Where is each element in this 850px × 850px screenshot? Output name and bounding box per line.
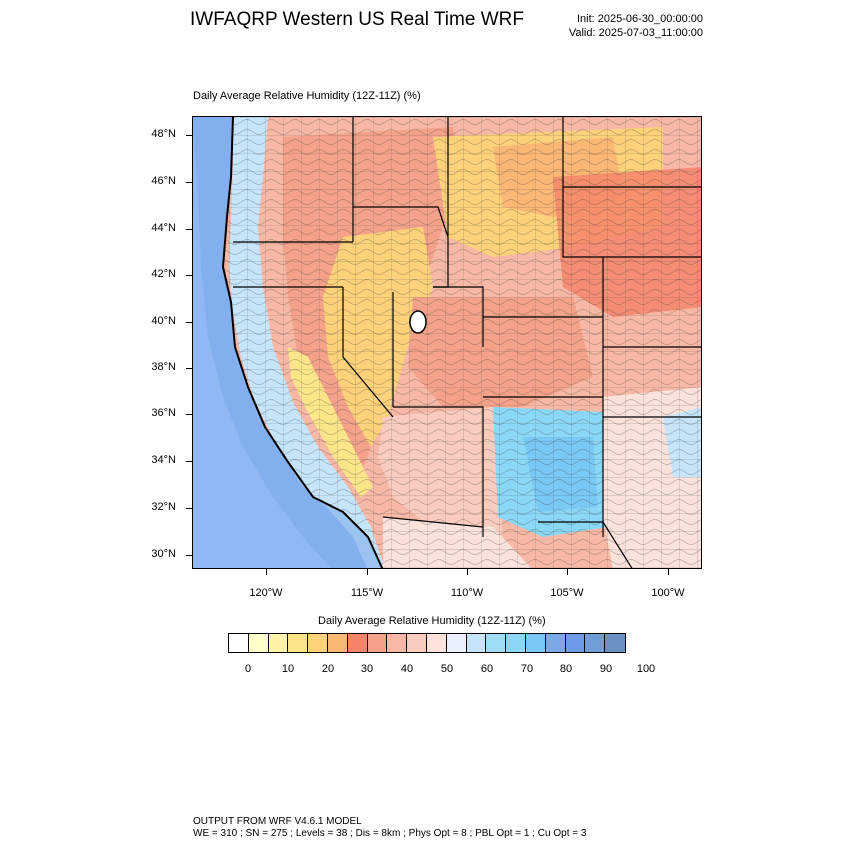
colorbar-swatch xyxy=(347,634,368,652)
lat-label-32: 32°N xyxy=(151,501,176,513)
lon-label-115: 115°W xyxy=(350,587,384,599)
lon-tick-120 xyxy=(266,569,267,575)
colorbar-label: 10 xyxy=(281,663,295,675)
lat-tick-46 xyxy=(186,182,192,183)
colorbar-label: 50 xyxy=(440,663,454,675)
model-output-note: OUTPUT FROM WRF V4.6.1 MODEL xyxy=(193,816,362,827)
lat-tick-42 xyxy=(186,275,192,276)
state-borders xyxy=(233,117,701,568)
lon-tick-105 xyxy=(567,569,568,575)
colorbar-swatch xyxy=(327,634,348,652)
coastline xyxy=(221,117,384,568)
lon-label-105: 105°W xyxy=(550,587,584,599)
colorbar-swatch xyxy=(506,634,526,652)
colorbar-swatch xyxy=(407,634,427,652)
lon-tick-100 xyxy=(668,569,669,575)
colorbar-swatch xyxy=(565,634,586,652)
colorbar-title: Daily Average Relative Humidity (12Z-11Z… xyxy=(318,615,546,627)
colorbar-swatch xyxy=(466,634,487,652)
colorbar-swatch xyxy=(446,634,467,652)
lat-label-38: 38°N xyxy=(151,361,176,373)
humidity-map-graphic xyxy=(193,117,701,568)
lat-label-36: 36°N xyxy=(151,407,176,419)
colorbar-label: 90 xyxy=(599,663,613,675)
colorbar-swatch xyxy=(525,634,546,652)
colorbar-swatch xyxy=(387,634,408,652)
colorbar-swatch xyxy=(605,634,625,652)
lon-label-120: 120°W xyxy=(249,587,283,599)
offshore-band xyxy=(193,117,383,568)
lat-label-34: 34°N xyxy=(151,454,176,466)
colorbar-swatch xyxy=(585,634,606,652)
init-time: Init: 2025-06-30_00:00:00 xyxy=(577,13,703,25)
lat-label-40: 40°N xyxy=(151,315,176,327)
lat-label-30: 30°N xyxy=(151,548,176,560)
colorbar-label: 70 xyxy=(520,663,534,675)
map-title: Daily Average Relative Humidity (12Z-11Z… xyxy=(193,90,421,102)
lat-label-48: 48°N xyxy=(151,128,176,140)
colorbar-label: 30 xyxy=(360,663,374,675)
colorbar xyxy=(228,633,626,653)
colorbar-swatch xyxy=(486,634,507,652)
colorbar-label: 80 xyxy=(559,663,573,675)
lat-tick-30 xyxy=(186,555,192,556)
lon-tick-110 xyxy=(467,569,468,575)
lon-label-100: 100°W xyxy=(651,587,685,599)
lat-tick-34 xyxy=(186,461,192,462)
lat-tick-44 xyxy=(186,229,192,230)
lat-label-42: 42°N xyxy=(151,268,176,280)
lon-label-110: 110°W xyxy=(450,587,484,599)
colorbar-label: 100 xyxy=(636,663,656,675)
colorbar-swatch xyxy=(367,634,388,652)
colorbar-label: 20 xyxy=(321,663,335,675)
colorbar-swatch xyxy=(545,634,566,652)
colorbar-label: 40 xyxy=(400,663,414,675)
colorbar-label: 0 xyxy=(244,663,252,675)
model-config-note: WE = 310 ; SN = 275 ; Levels = 38 ; Dis … xyxy=(193,828,587,839)
colorbar-label: 60 xyxy=(480,663,494,675)
colorbar-swatch xyxy=(426,634,447,652)
colorbar-swatch xyxy=(248,634,269,652)
lon-tick-115 xyxy=(367,569,368,575)
colorbar-swatch xyxy=(288,634,309,652)
lat-label-44: 44°N xyxy=(151,222,176,234)
lat-label-46: 46°N xyxy=(151,175,176,187)
lat-tick-36 xyxy=(186,414,192,415)
valid-time: Valid: 2025-07-03_11:00:00 xyxy=(568,27,703,39)
plot-title: IWFAQRP Western US Real Time WRF xyxy=(190,9,524,30)
humidity-map xyxy=(192,116,702,569)
colorbar-swatch xyxy=(268,634,289,652)
lat-tick-38 xyxy=(186,368,192,369)
lat-tick-48 xyxy=(186,135,192,136)
colorbar-swatch xyxy=(229,634,249,652)
lat-tick-40 xyxy=(186,322,192,323)
lat-tick-32 xyxy=(186,508,192,509)
colorbar-swatch xyxy=(308,634,328,652)
great-salt-lake xyxy=(409,310,427,334)
